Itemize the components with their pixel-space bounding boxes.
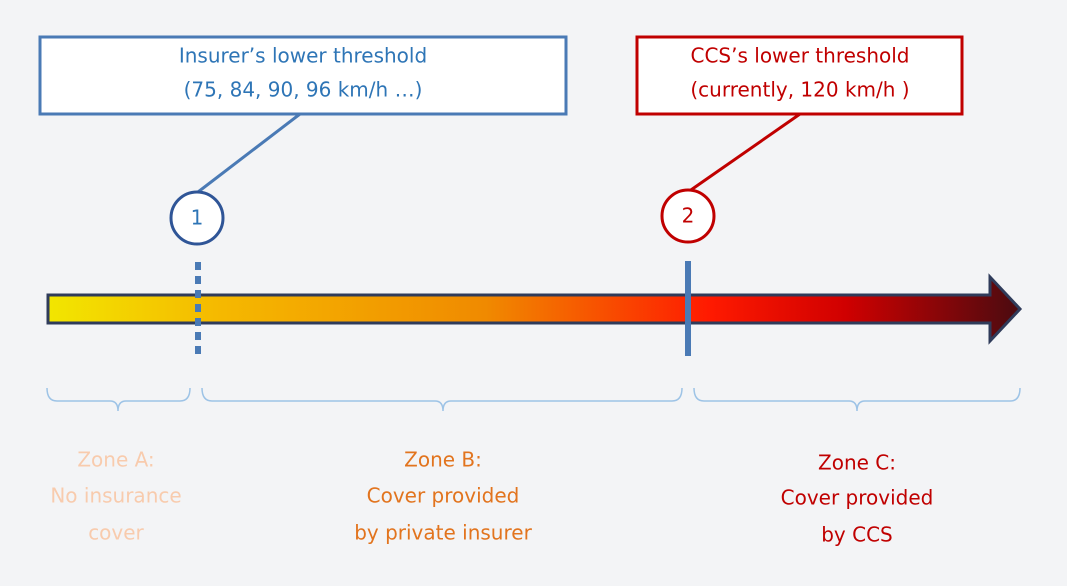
zone-text: No insurance xyxy=(50,484,181,508)
callout-title: CCS’s lower threshold xyxy=(691,44,910,68)
marker-circle xyxy=(660,188,716,244)
speed-arrow xyxy=(46,273,1023,345)
zone-name: Zone C: xyxy=(818,451,896,475)
zone-brace xyxy=(693,387,1021,412)
callout-box xyxy=(38,35,568,116)
callout-detail: (75, 84, 90, 96 km/h …) xyxy=(184,78,423,102)
zone-name: Zone A: xyxy=(77,448,154,472)
zone-text: Cover provided xyxy=(781,486,934,510)
leader-line xyxy=(687,112,801,194)
callout-detail: (currently, 120 km/h ) xyxy=(690,78,909,102)
callout-box xyxy=(635,35,964,116)
zone-brace xyxy=(46,387,191,412)
marker-number: 1 xyxy=(191,206,204,230)
marker-number: 2 xyxy=(682,204,695,228)
callout-title: Insurer’s lower threshold xyxy=(179,44,427,68)
leader-line xyxy=(197,112,301,194)
zone-text: Cover provided xyxy=(367,484,520,508)
zone-text: by private insurer xyxy=(354,521,532,545)
zone-name: Zone B: xyxy=(404,448,482,472)
marker-circle xyxy=(169,190,225,246)
zone-brace xyxy=(201,387,683,412)
zone-text: cover xyxy=(88,521,144,545)
zone-text: by CCS xyxy=(821,523,893,547)
